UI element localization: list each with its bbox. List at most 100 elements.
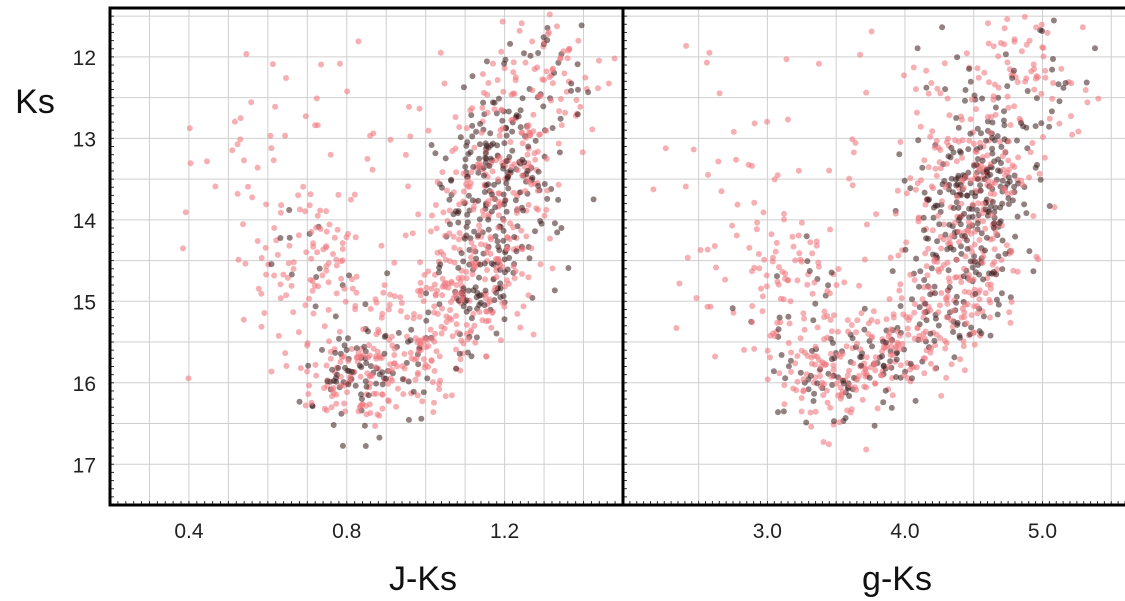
scatter-point (543, 155, 550, 162)
scatter-point (984, 152, 991, 159)
scatter-point (729, 305, 736, 312)
scatter-point (477, 120, 484, 127)
scatter-point (387, 361, 394, 368)
scatter-point (412, 335, 419, 342)
scatter-point (525, 274, 532, 281)
scatter-point (509, 116, 516, 123)
scatter-point (453, 282, 460, 288)
scatter-point (932, 365, 939, 372)
scatter-point (925, 90, 932, 97)
scatter-point (470, 206, 477, 213)
scatter-point (820, 392, 827, 399)
scatter-point (325, 306, 332, 313)
scatter-point (482, 150, 489, 157)
scatter-point (965, 146, 972, 153)
scatter-point (286, 207, 293, 213)
scatter-point (481, 189, 488, 195)
scatter-point (519, 129, 526, 136)
scatter-point (453, 346, 459, 353)
scatter-point (473, 128, 480, 135)
scatter-point (321, 323, 328, 330)
scatter-point (977, 139, 983, 146)
scatter-point (907, 175, 914, 182)
scatter-point (611, 55, 618, 62)
scatter-point (957, 356, 964, 363)
scatter-point (755, 251, 762, 257)
scatter-point (785, 340, 792, 346)
scatter-point (535, 168, 542, 175)
scatter-point (999, 177, 1006, 184)
scatter-point (424, 375, 431, 382)
scatter-point (551, 287, 558, 294)
scatter-point (784, 116, 791, 123)
scatter-point (417, 259, 424, 266)
scatter-point (349, 285, 356, 292)
scatter-point (1001, 108, 1007, 115)
scatter-point (887, 358, 894, 365)
scatter-point (258, 290, 265, 297)
scatter-point (820, 439, 827, 445)
scatter-point (534, 187, 541, 194)
scatter-point (482, 159, 489, 166)
scatter-point (549, 265, 556, 272)
scatter-point (966, 272, 972, 279)
scatter-point (471, 144, 478, 151)
scatter-point (395, 329, 402, 336)
scatter-point (888, 338, 895, 345)
scatter-point (574, 111, 581, 118)
scatter-point (231, 118, 238, 125)
scatter-point (407, 133, 414, 140)
scatter-point (1005, 166, 1012, 173)
scatter-point (373, 380, 380, 387)
scatter-point (957, 221, 964, 228)
scatter-point (500, 293, 507, 300)
scatter-point (1079, 24, 1086, 31)
scatter-point (500, 217, 507, 224)
scatter-point (922, 328, 929, 335)
xlabel-right: g-Ks (862, 560, 932, 598)
scatter-point (439, 275, 446, 282)
scatter-point (317, 226, 324, 232)
scatter-point (783, 56, 790, 63)
scatter-point (493, 289, 500, 296)
scatter-point (313, 372, 320, 379)
scatter-point (489, 309, 496, 316)
scatter-point (676, 280, 683, 287)
scatter-point (782, 270, 789, 277)
scatter-point (845, 328, 852, 335)
scatter-point (436, 353, 443, 360)
scatter-point (295, 192, 302, 199)
scatter-point (760, 209, 767, 216)
scatter-point (976, 237, 983, 243)
scatter-point (949, 232, 956, 239)
scatter-point (733, 156, 740, 163)
scatter-point (1002, 250, 1009, 257)
scatter-point (972, 258, 978, 265)
scatter-point (921, 157, 928, 164)
x-tick-label: 4.0 (890, 520, 919, 543)
scatter-point (479, 104, 486, 111)
scatter-point (964, 245, 971, 252)
scatter-point (960, 184, 967, 191)
scatter-point (805, 386, 812, 393)
scatter-point (337, 382, 344, 389)
scatter-point (514, 167, 521, 174)
scatter-point (826, 290, 833, 297)
scatter-point (921, 189, 928, 196)
scatter-point (475, 232, 482, 239)
scatter-point (343, 234, 350, 241)
scatter-point (796, 250, 803, 257)
scatter-point (879, 353, 886, 360)
scatter-point (1001, 41, 1008, 48)
scatter-point (987, 281, 994, 288)
scatter-point (995, 53, 1002, 60)
scatter-point (468, 239, 475, 246)
scatter-point (1049, 66, 1056, 73)
scatter-point (478, 129, 485, 136)
scatter-point (1046, 115, 1053, 122)
scatter-point (510, 263, 517, 270)
scatter-point (1060, 84, 1067, 91)
scatter-point (858, 362, 865, 369)
scatter-point (962, 233, 968, 240)
scatter-point (494, 238, 501, 245)
